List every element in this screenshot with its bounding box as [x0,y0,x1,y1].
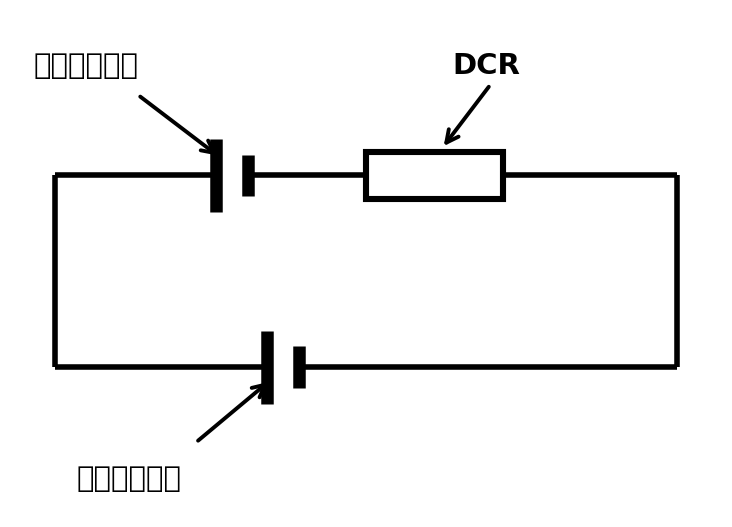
Text: DCR: DCR [453,52,520,81]
Text: 电动汽车电池: 电动汽车电池 [33,52,138,81]
Bar [366,152,504,199]
Text: 检测设备电源: 检测设备电源 [77,465,182,493]
